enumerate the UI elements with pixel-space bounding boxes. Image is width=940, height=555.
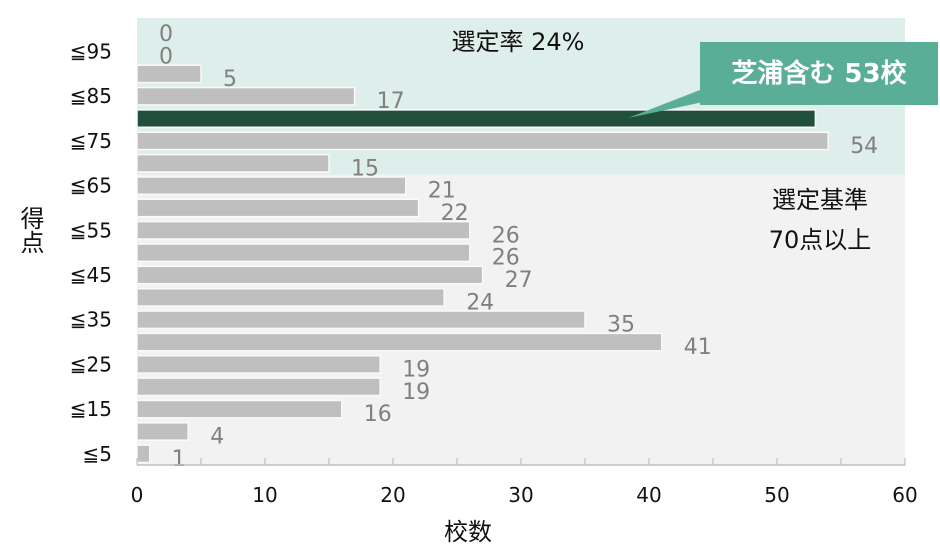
criteria-annotation-line1: 選定基準 — [772, 186, 868, 214]
callout-box — [700, 42, 938, 105]
bar — [136, 86, 356, 106]
x-tick-label: 30 — [508, 483, 533, 507]
data-label: 26 — [492, 246, 520, 271]
data-label: 24 — [466, 290, 494, 315]
bar — [136, 422, 189, 441]
data-label: 0 — [159, 45, 173, 70]
data-label: 17 — [377, 89, 405, 114]
y-tick-label: ≦45 — [70, 263, 112, 287]
bar — [136, 220, 471, 240]
data-label: 5 — [223, 67, 237, 92]
bar — [136, 332, 663, 352]
y-tick-label: ≦65 — [70, 174, 112, 198]
x-tick-label: 10 — [252, 483, 277, 507]
data-label: 19 — [402, 357, 430, 382]
selection-rate-annotation: 選定率 24% — [452, 28, 585, 56]
data-label: 15 — [351, 156, 379, 181]
callout-text: 芝浦含む 53校 — [731, 58, 907, 89]
data-label: 41 — [684, 335, 712, 360]
bar — [136, 287, 445, 307]
bar — [136, 153, 330, 173]
data-label: 54 — [850, 134, 878, 159]
bar — [136, 377, 381, 397]
bar — [136, 176, 407, 196]
y-tick-label: ≦5 — [83, 442, 112, 466]
bar — [136, 131, 829, 151]
data-label: 27 — [505, 268, 533, 293]
bar — [136, 310, 586, 330]
x-axis-title: 校数 — [444, 518, 492, 546]
y-tick-label: ≦75 — [70, 129, 112, 153]
data-label: 26 — [492, 223, 520, 248]
bar — [136, 198, 420, 218]
bar — [136, 265, 484, 285]
y-tick-label: ≦25 — [70, 352, 112, 376]
x-tick-label: 60 — [892, 483, 917, 507]
data-label: 35 — [607, 313, 635, 338]
bar — [136, 64, 202, 84]
criteria-annotation-line2: 70点以上 — [769, 226, 872, 254]
data-label: 19 — [402, 380, 430, 405]
y-tick-label: ≦95 — [70, 40, 112, 64]
data-label: 16 — [364, 402, 392, 427]
bar — [136, 399, 343, 419]
data-label: 22 — [441, 201, 469, 226]
callout: 芝浦含む 53校 — [628, 42, 938, 118]
x-tick-label: 50 — [764, 483, 789, 507]
data-label: 21 — [428, 179, 456, 204]
data-label: 4 — [210, 424, 224, 449]
x-tick-label: 40 — [636, 483, 661, 507]
data-label: 0 — [159, 22, 173, 47]
y-tick-label: ≦35 — [70, 308, 112, 332]
bar — [136, 355, 381, 374]
y-tick-label: ≦55 — [70, 218, 112, 242]
bar-highlight — [136, 109, 817, 129]
data-label: 1 — [172, 447, 186, 472]
x-tick-label: 20 — [380, 483, 405, 507]
x-tick-label: 0 — [131, 483, 144, 507]
y-tick-label: ≦15 — [70, 397, 112, 421]
y-axis-title: 得点 — [16, 206, 44, 254]
bar — [136, 243, 471, 263]
y-tick-label: ≦85 — [70, 84, 112, 108]
bar — [136, 444, 151, 464]
